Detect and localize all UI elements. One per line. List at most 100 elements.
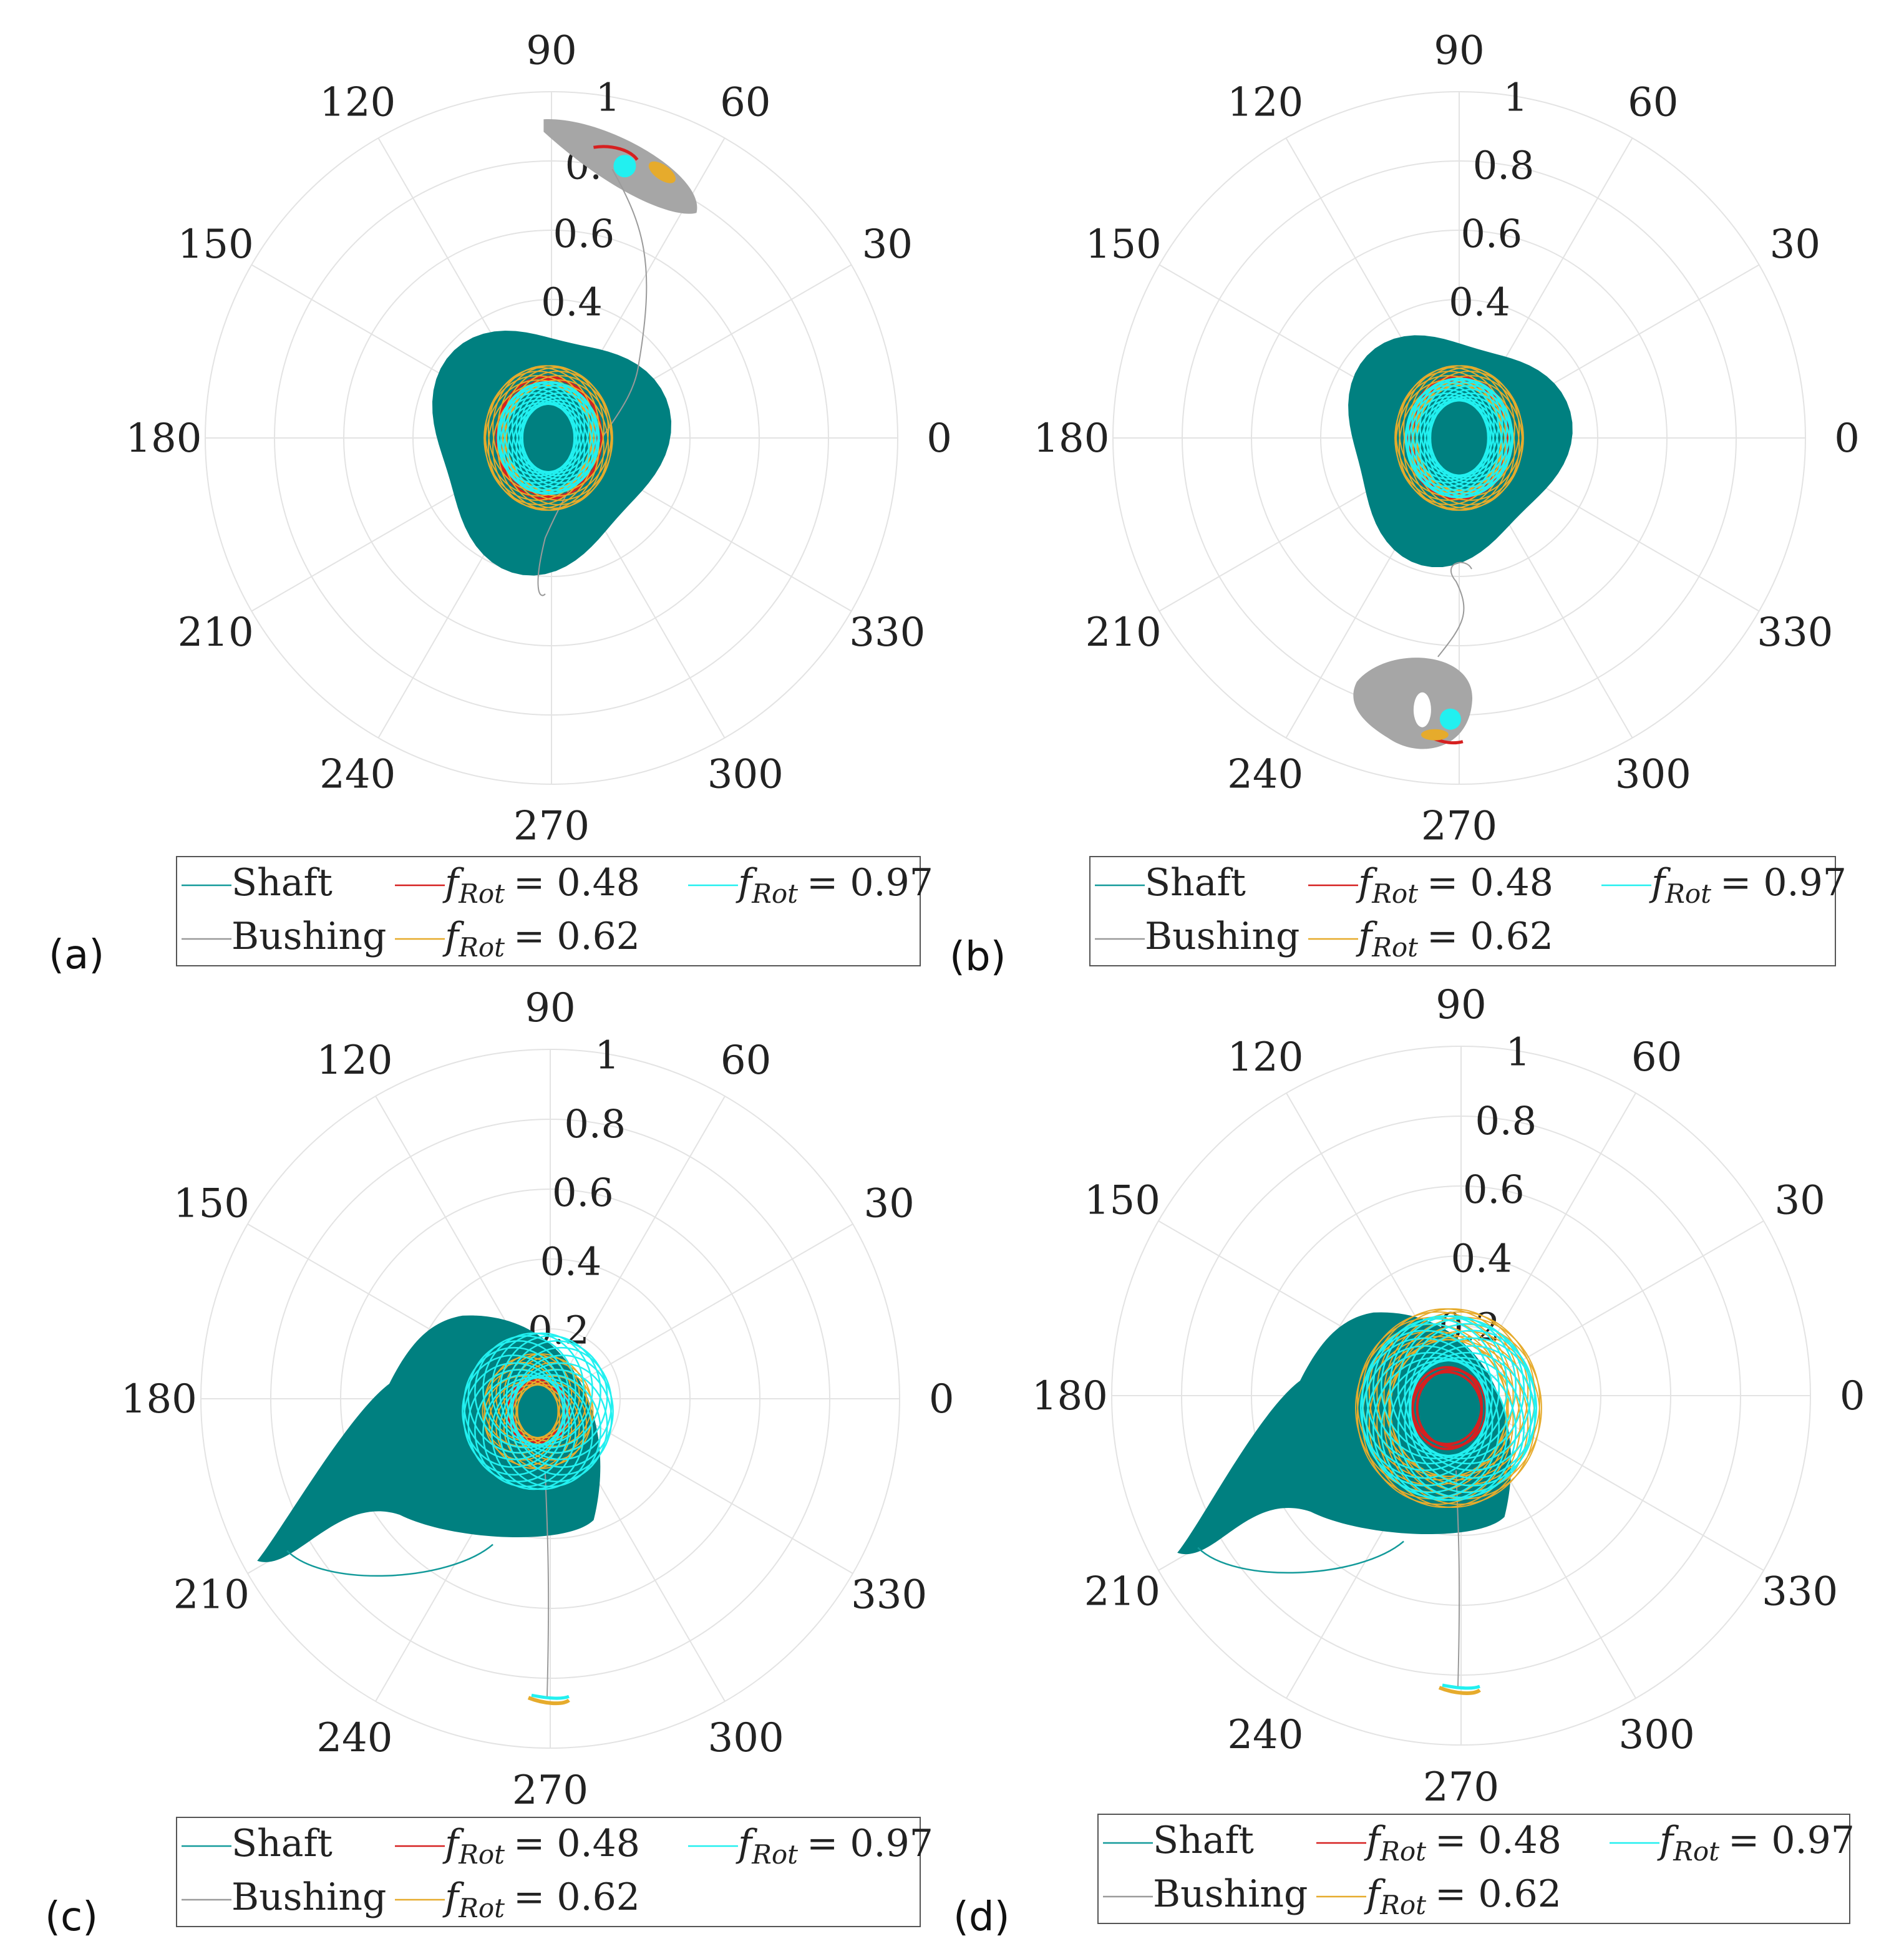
legend-f097-label: fRot = 0.97 <box>1657 1819 1855 1867</box>
f097-orbit <box>500 385 578 477</box>
radial-tick-label: 0.8 <box>1475 1098 1537 1144</box>
angle-tick-label: 180 <box>125 416 202 462</box>
f097-orbit <box>1423 379 1508 478</box>
legend-shaft-label: Shaft <box>1145 861 1246 905</box>
f097-orbit <box>1407 381 1492 480</box>
f048-marker <box>593 145 639 161</box>
angle-tick-label: 30 <box>1770 221 1820 268</box>
legend-f097-label: fRot = 0.97 <box>736 1822 933 1870</box>
legend-bushing-label: Bushing <box>1153 1872 1308 1916</box>
f097-orbit <box>491 1332 593 1446</box>
f097-orbit <box>499 1334 601 1449</box>
f097-orbit <box>1389 1315 1517 1457</box>
angle-tick-label: 0 <box>1840 1373 1865 1419</box>
legend-f062-label: fRot = 0.62 <box>442 915 640 963</box>
f062-orbit <box>1368 1339 1521 1508</box>
f097-orbit <box>1366 1323 1494 1465</box>
legend-shaft-label: Shaft <box>1153 1819 1254 1862</box>
radial-tick-label: 0.6 <box>552 1170 614 1215</box>
angle-tick-label: 180 <box>1033 416 1109 462</box>
f062-orbit <box>1412 367 1520 493</box>
angle-tick-label: 60 <box>720 80 770 126</box>
angle-tick-label: 30 <box>1774 1177 1825 1223</box>
radial-tick-label: 0.4 <box>1449 279 1510 324</box>
angle-tick-label: 90 <box>525 985 575 1031</box>
panel-label: (c) <box>45 1894 98 1940</box>
angle-tick-label: 300 <box>708 1715 784 1761</box>
bushing-trace <box>545 1473 550 1697</box>
f097-orbit <box>510 1346 613 1461</box>
f097-orbit <box>511 381 590 473</box>
angle-tick-label: 60 <box>1628 80 1678 126</box>
angle-tick-label: 120 <box>1227 80 1303 126</box>
f062-marker <box>648 161 676 183</box>
f097-orbit <box>1427 381 1511 480</box>
shaft-region <box>1348 335 1573 568</box>
angle-tick-label: 300 <box>1615 751 1691 797</box>
grid-spoke <box>1460 1395 1764 1571</box>
f097-marker <box>613 155 636 178</box>
legend-f062-label: fRot = 0.62 <box>1356 915 1553 963</box>
f097-orbit <box>1359 1337 1488 1479</box>
legend-f048-label: fRot = 0.48 <box>1356 861 1553 909</box>
f097-marker <box>1442 1683 1480 1690</box>
angle-tick-label: 270 <box>1423 1764 1499 1811</box>
f048-orbit <box>1411 1366 1483 1446</box>
f097-marker <box>531 1693 570 1700</box>
f062-orbit <box>1376 1308 1529 1477</box>
legend-box <box>176 856 921 966</box>
f097-orbit <box>1419 377 1503 477</box>
radial-tick-label: 1 <box>1503 74 1528 120</box>
f097-orbit <box>1366 1351 1494 1494</box>
f062-orbit <box>1398 382 1506 509</box>
legend-bushing-label: Bushing <box>231 1875 386 1919</box>
legend-bushing-label: Bushing <box>231 915 386 958</box>
angle-tick-label: 210 <box>178 610 254 656</box>
angle-tick-label: 210 <box>173 1572 250 1618</box>
panel-d: 03060901201501802102402703003300.20.40.6… <box>953 982 1865 1940</box>
angle-tick-label: 60 <box>721 1038 771 1084</box>
angle-tick-label: 150 <box>173 1180 250 1227</box>
f097-orbit <box>1408 1329 1536 1471</box>
f097-orbit <box>505 1340 608 1454</box>
f097-orbit <box>1381 1359 1508 1501</box>
grid-spoke <box>1460 1092 1636 1396</box>
angle-tick-label: 180 <box>1032 1373 1108 1419</box>
angle-tick-label: 270 <box>512 1767 588 1814</box>
f097-orbit <box>1429 384 1513 484</box>
legend-shaft-label: Shaft <box>231 861 333 905</box>
panel-label: (a) <box>49 932 104 978</box>
f097-orbit <box>1397 1318 1525 1460</box>
f062-marker <box>1438 1686 1481 1695</box>
radial-tick-label: 1 <box>595 1033 619 1078</box>
panel-b: 0 30 60 90 120 150 180 210 240 270 300 330 0.4 0.6 0.8… <box>950 27 1860 980</box>
bushing-trace <box>1455 1470 1460 1687</box>
f097-orbit <box>1404 1351 1532 1494</box>
radial-tick-label: 0.4 <box>540 1238 602 1284</box>
legend-f097-label: fRot = 0.97 <box>736 861 933 909</box>
f097-orbit <box>1405 384 1490 484</box>
panel-c: 03060901201501802102402703003300.20.40.6… <box>45 985 954 1940</box>
bushing-region <box>1353 658 1473 749</box>
legend-f062-label: fRot = 0.62 <box>442 1875 640 1923</box>
angle-tick-label: 0 <box>929 1376 954 1422</box>
f097-orbit <box>1372 1356 1500 1499</box>
panel-label: (b) <box>950 934 1006 980</box>
f097-orbit <box>1361 1345 1489 1487</box>
angle-tick-label: 120 <box>316 1038 392 1084</box>
angle-tick-label: 330 <box>849 610 925 656</box>
angle-tick-label: 90 <box>1435 982 1486 1028</box>
f097-orbit <box>1409 1337 1538 1479</box>
angle-tick-label: 30 <box>863 1180 914 1227</box>
legend-box <box>176 1817 921 1927</box>
grid-spoke <box>550 1096 726 1399</box>
f097-orbit <box>518 385 597 477</box>
angle-tick-label: 210 <box>1084 1569 1160 1615</box>
bushing-trace <box>537 168 648 596</box>
shaft-trace <box>286 1543 493 1577</box>
